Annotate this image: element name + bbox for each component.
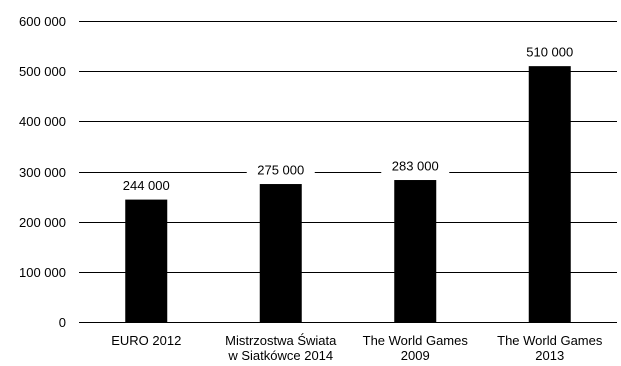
y-tick-label: 500 000 [19, 64, 66, 79]
data-label: 275 000 [257, 163, 304, 178]
x-axis-category-labels: EURO 2012 Mistrzostwa Świata w Siatkówce 2… [111, 333, 603, 363]
data-label-background [515, 42, 584, 63]
x-category-label-line: 2009 [401, 348, 430, 363]
x-category-label-line: Mistrzostwa Świata [225, 333, 337, 348]
data-label: 283 000 [392, 159, 439, 174]
x-category-label-line: EURO 2012 [111, 333, 181, 348]
y-tick-label: 600 000 [19, 14, 66, 29]
data-label-background [381, 156, 450, 177]
data-labels: 244 000 275 000 283 000 510 000 [112, 42, 584, 196]
x-category-label-line: The World Games [363, 333, 469, 348]
x-category-label: EURO 2012 [111, 333, 181, 348]
data-label: 510 000 [526, 45, 573, 60]
x-category-label: Mistrzostwa Świata w Siatkówce 2014 [225, 333, 337, 363]
bar [259, 184, 302, 322]
data-label-background [246, 160, 315, 181]
x-category-label: The World Games 2009 [363, 333, 469, 363]
bars [125, 66, 571, 323]
data-label-background [112, 175, 181, 196]
data-label: 244 000 [123, 178, 170, 193]
y-tick-label: 200 000 [19, 215, 66, 230]
y-axis-tick-labels: 0 100 000 200 000 300 000 400 000 500 000 600 … [19, 14, 66, 330]
gridlines [79, 21, 617, 323]
x-category-label-line: 2013 [535, 348, 564, 363]
y-tick-label: 100 000 [19, 265, 66, 280]
x-category-label-line: The World Games [497, 333, 603, 348]
bar [528, 66, 571, 323]
x-category-label-line: w Siatkówce 2014 [227, 348, 333, 363]
y-tick-label: 0 [59, 315, 66, 330]
x-category-label: The World Games 2013 [497, 333, 603, 363]
bar [125, 199, 168, 322]
bar [394, 180, 437, 322]
y-tick-label: 400 000 [19, 114, 66, 129]
y-tick-label: 300 000 [19, 165, 66, 180]
